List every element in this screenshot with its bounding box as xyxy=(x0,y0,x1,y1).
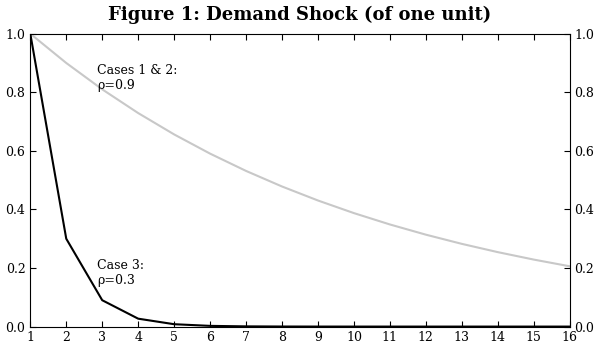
Title: Figure 1: Demand Shock (of one unit): Figure 1: Demand Shock (of one unit) xyxy=(109,6,491,24)
Text: Cases 1 & 2:
ρ=0.9: Cases 1 & 2: ρ=0.9 xyxy=(97,64,177,92)
Text: Case 3:
ρ=0.3: Case 3: ρ=0.3 xyxy=(97,259,144,287)
